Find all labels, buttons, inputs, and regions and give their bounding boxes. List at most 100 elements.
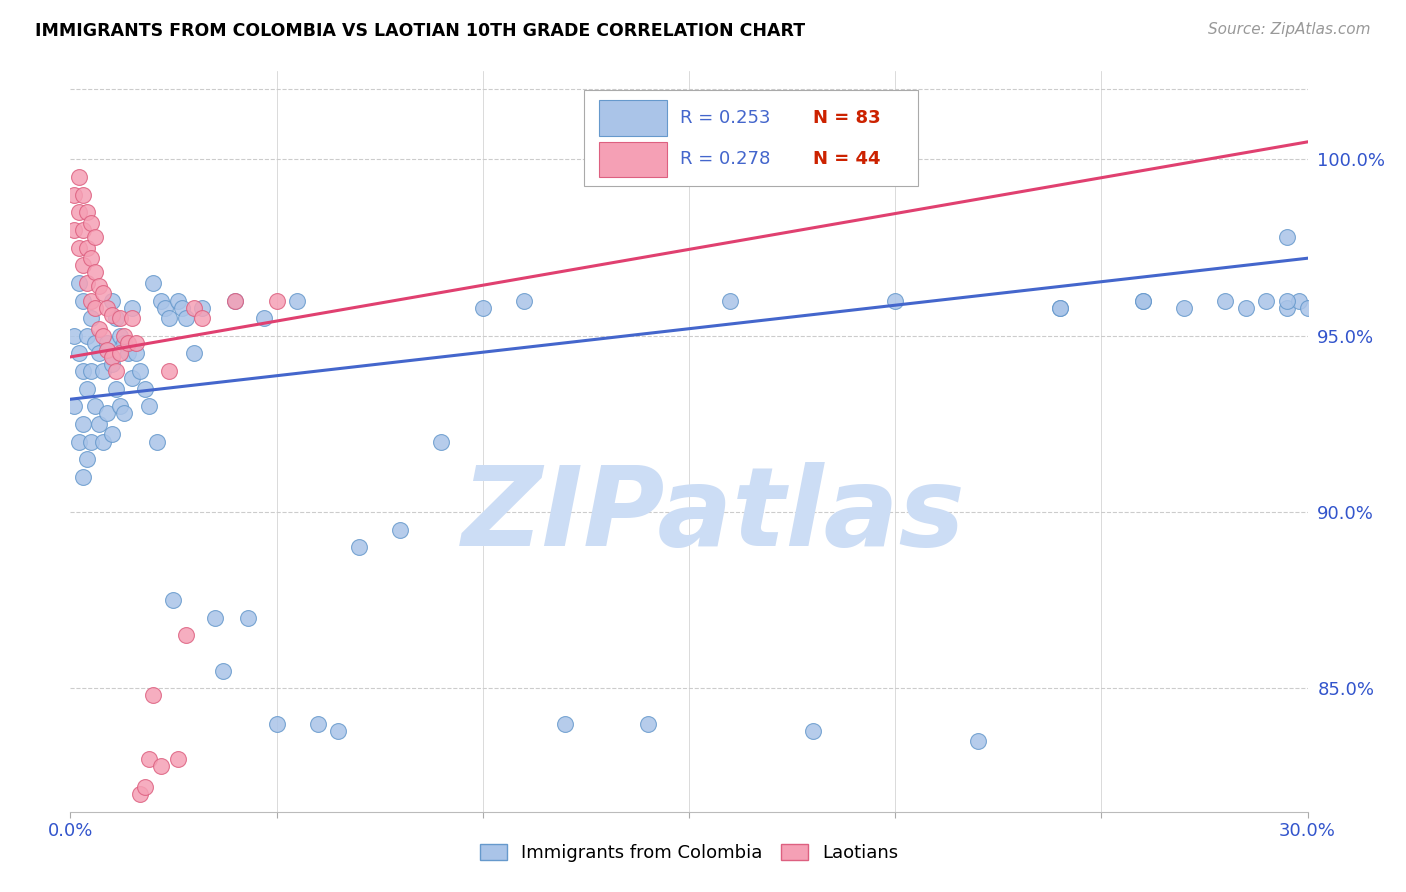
Point: [91, 286, 114, 301]
Point: [84, 265, 107, 279]
Point: [67, 205, 90, 219]
Point: [328, 723, 350, 738]
FancyBboxPatch shape: [583, 90, 918, 186]
Point: [1275, 230, 1298, 244]
Point: [104, 311, 127, 326]
Point: [84, 335, 107, 350]
Point: [72, 293, 94, 308]
Point: [153, 301, 176, 315]
Point: [224, 293, 246, 308]
Point: [1132, 293, 1154, 308]
Point: [117, 346, 139, 360]
Point: [166, 752, 188, 766]
Point: [100, 293, 122, 308]
Point: [108, 399, 131, 413]
Point: [637, 716, 659, 731]
Point: [89, 322, 111, 336]
Point: [1296, 301, 1319, 315]
Text: N = 83: N = 83: [813, 109, 880, 127]
Point: [1256, 293, 1278, 308]
Point: [84, 230, 107, 244]
Text: ZIPatlas: ZIPatlas: [461, 462, 966, 569]
Point: [1132, 293, 1154, 308]
Point: [100, 350, 122, 364]
FancyBboxPatch shape: [599, 142, 666, 178]
Point: [174, 311, 197, 326]
Point: [142, 276, 165, 290]
Point: [138, 399, 160, 413]
Point: [134, 780, 156, 794]
Point: [63, 187, 86, 202]
Point: [347, 541, 370, 555]
Text: IMMIGRANTS FROM COLOMBIA VS LAOTIAN 10TH GRADE CORRELATION CHART: IMMIGRANTS FROM COLOMBIA VS LAOTIAN 10TH…: [35, 22, 806, 40]
Point: [84, 301, 107, 315]
Point: [104, 382, 127, 396]
Point: [162, 593, 184, 607]
Point: [125, 335, 148, 350]
Point: [108, 346, 131, 360]
Point: [718, 293, 741, 308]
Point: [117, 335, 139, 350]
Point: [266, 716, 288, 731]
Point: [112, 406, 135, 420]
Point: [63, 399, 86, 413]
Point: [84, 399, 107, 413]
Point: [63, 328, 86, 343]
Point: [129, 364, 152, 378]
Point: [108, 328, 131, 343]
Point: [72, 223, 94, 237]
Point: [1049, 301, 1071, 315]
Point: [121, 311, 143, 326]
Point: [80, 293, 103, 308]
Point: [966, 734, 988, 748]
Point: [80, 311, 103, 326]
Text: N = 44: N = 44: [813, 151, 880, 169]
Point: [224, 293, 246, 308]
Point: [471, 301, 494, 315]
Point: [72, 364, 94, 378]
Point: [67, 241, 90, 255]
Point: [72, 258, 94, 272]
Point: [89, 279, 111, 293]
Point: [183, 301, 205, 315]
Text: R = 0.278: R = 0.278: [681, 151, 770, 169]
Point: [146, 434, 169, 449]
Point: [96, 335, 118, 350]
Point: [96, 343, 118, 357]
Point: [76, 328, 98, 343]
Point: [285, 293, 308, 308]
Point: [108, 311, 131, 326]
Point: [125, 346, 148, 360]
Point: [63, 223, 86, 237]
Text: Source: ZipAtlas.com: Source: ZipAtlas.com: [1208, 22, 1371, 37]
Point: [253, 311, 276, 326]
Point: [513, 293, 536, 308]
Point: [121, 371, 143, 385]
Point: [67, 346, 90, 360]
Point: [1173, 301, 1195, 315]
Point: [1049, 301, 1071, 315]
Point: [100, 308, 122, 322]
Point: [389, 523, 412, 537]
Point: [76, 382, 98, 396]
Point: [67, 170, 90, 185]
Point: [91, 328, 114, 343]
Point: [96, 301, 118, 315]
Point: [1213, 293, 1236, 308]
Point: [96, 406, 118, 420]
Point: [104, 364, 127, 378]
Text: R = 0.253: R = 0.253: [681, 109, 770, 127]
Point: [76, 276, 98, 290]
Point: [72, 470, 94, 484]
Point: [430, 434, 453, 449]
Point: [236, 611, 259, 625]
Point: [91, 434, 114, 449]
Point: [80, 434, 103, 449]
Point: [1275, 293, 1298, 308]
Point: [307, 716, 329, 731]
Point: [191, 301, 214, 315]
Point: [76, 452, 98, 467]
Point: [174, 628, 197, 642]
Point: [134, 382, 156, 396]
Point: [80, 364, 103, 378]
